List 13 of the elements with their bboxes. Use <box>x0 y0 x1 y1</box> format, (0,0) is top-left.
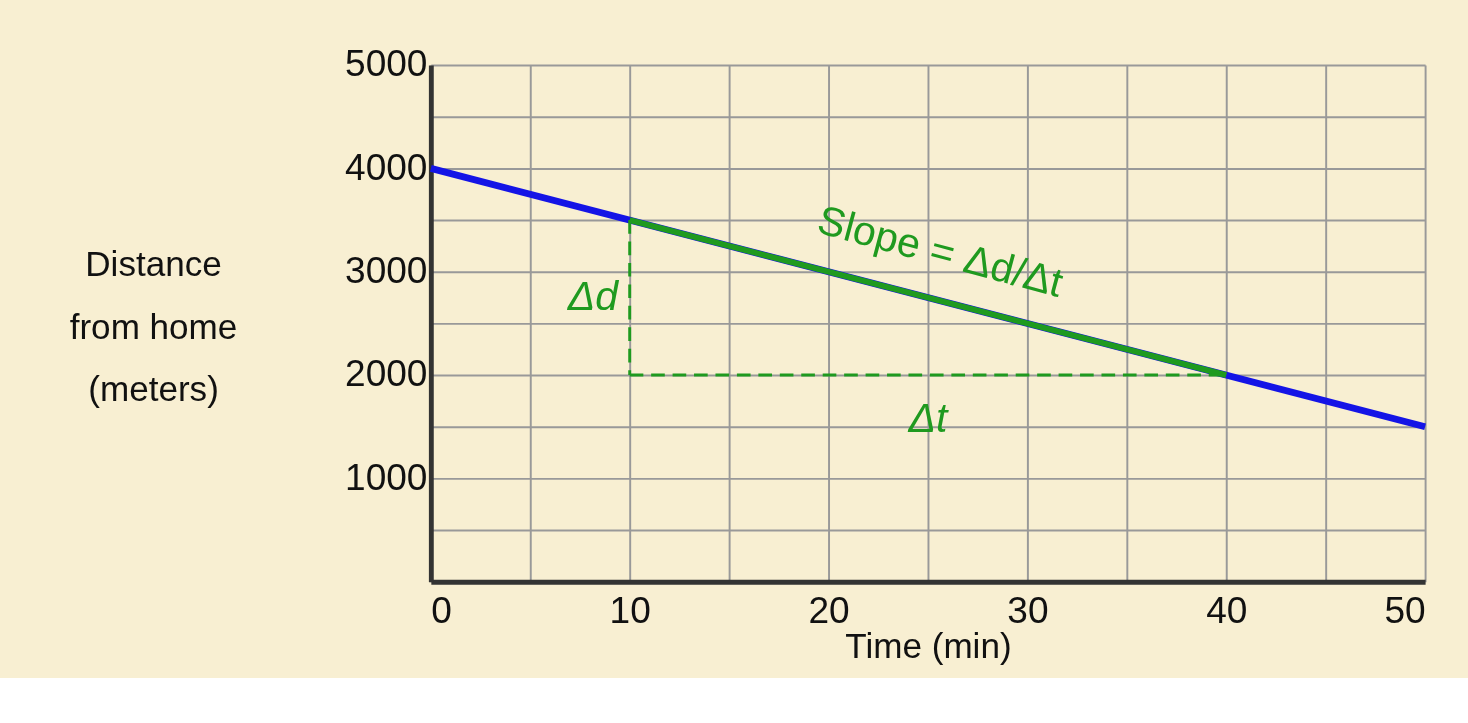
annotation: Δt <box>907 394 950 441</box>
x-tick-label: 50 <box>1384 589 1426 632</box>
y-tick-label: 2000 <box>345 352 428 395</box>
annotation: Slope = Δd/Δt <box>812 196 1069 307</box>
y-tick-label: 3000 <box>345 248 428 291</box>
y-tick-label: 5000 <box>345 42 428 85</box>
annotation: Δd <box>566 273 620 320</box>
y-axis-title: Distance from home (meters) <box>69 244 238 408</box>
x-tick-label: 40 <box>1206 589 1248 632</box>
y-tick-label: 4000 <box>345 145 428 188</box>
x-tick-label: 0 <box>431 589 452 632</box>
x-tick-label: 10 <box>609 589 651 632</box>
y-tick-label: 1000 <box>345 455 428 498</box>
